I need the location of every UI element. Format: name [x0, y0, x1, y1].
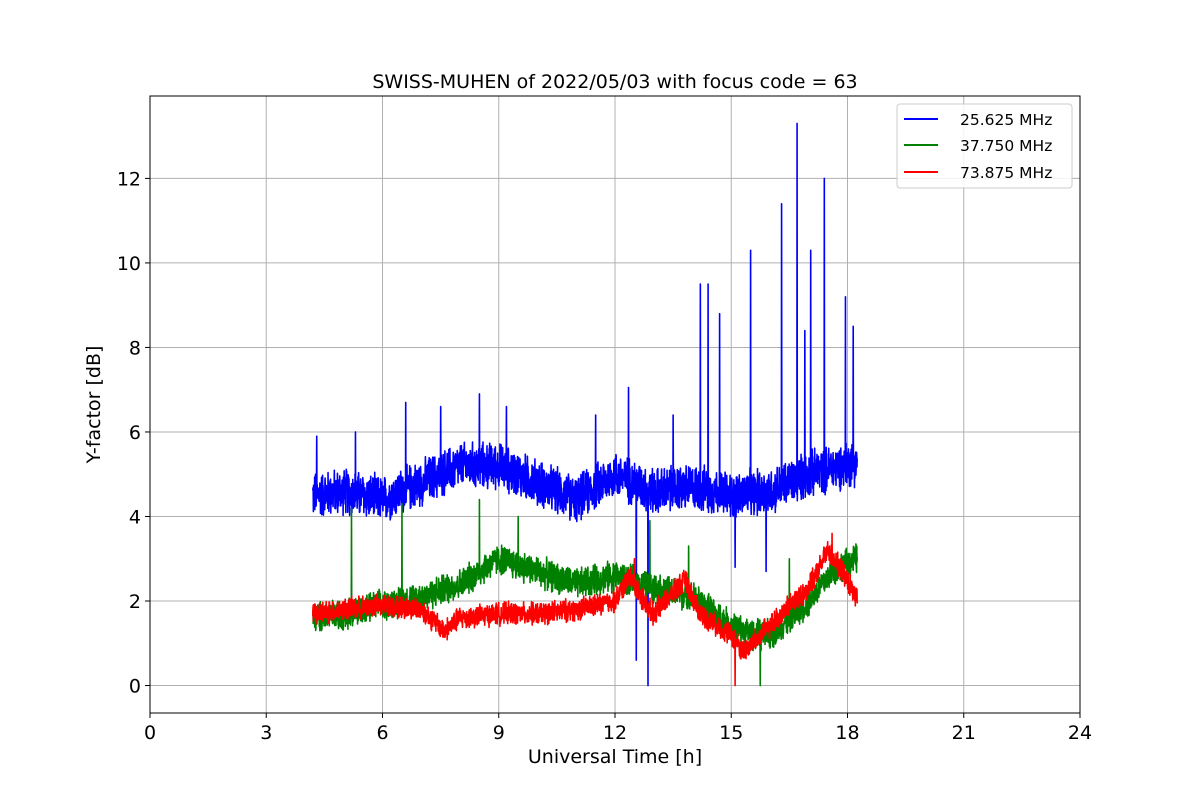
series-line-0 [311, 122, 858, 687]
legend-label-series-0: 25.625 MHz [960, 111, 1052, 129]
x-tick-label: 6 [376, 722, 388, 744]
legend-box [896, 103, 1073, 189]
legend-label-series-2: 73.875 MHz [960, 164, 1052, 182]
y-tick-label: 0 [129, 676, 141, 698]
y-tick-label: 8 [129, 337, 141, 359]
chart-title: SWISS-MUHEN of 2022/05/03 with focus cod… [372, 71, 857, 93]
x-tick-label: 21 [952, 722, 976, 744]
y-tick-label: 10 [117, 253, 141, 275]
x-tick-label: 12 [603, 722, 627, 744]
legend-label-series-1: 37.750 MHz [960, 137, 1052, 155]
x-tick-label: 0 [144, 722, 156, 744]
y-tick-label: 4 [129, 506, 141, 528]
x-tick-label: 15 [719, 722, 743, 744]
x-tick-label: 3 [260, 722, 272, 744]
series-line-2 [311, 532, 858, 687]
y-axis-label: Y-factor [dB] [83, 346, 105, 465]
y-tick-label: 12 [117, 168, 141, 190]
y-tick-label: 2 [129, 591, 141, 613]
x-axis-label: Universal Time [h] [528, 746, 702, 768]
plot-data [311, 122, 858, 687]
y-tick-label: 6 [129, 422, 141, 444]
x-tick-label: 24 [1068, 722, 1092, 744]
x-tick-label: 9 [493, 722, 505, 744]
legend: 25.625 MHz 37.750 MHz 73.875 MHz [896, 103, 1073, 189]
x-tick-label: 18 [835, 722, 859, 744]
